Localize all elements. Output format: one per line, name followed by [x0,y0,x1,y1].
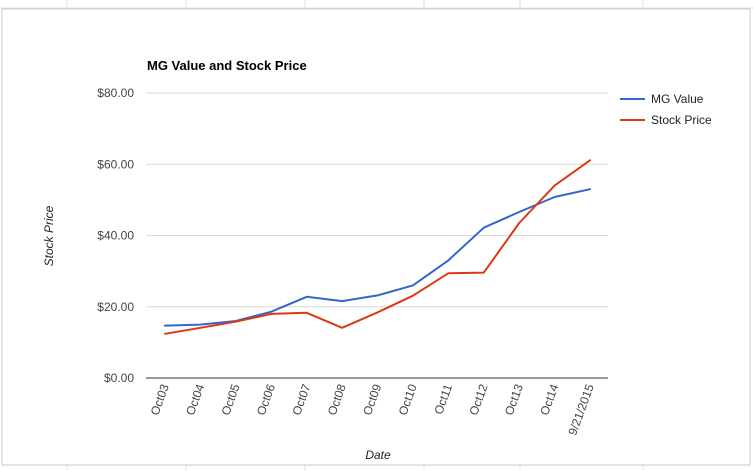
y-tick-label: $20.00 [97,300,134,314]
y-tick-label: $60.00 [97,157,134,171]
x-axis-label: Date [365,448,391,462]
y-axis-label: Stock Price [42,205,56,266]
legend-label-mg-value: MG Value [651,92,704,106]
gridlines [146,92,608,379]
y-axis-ticks: $0.00 $20.00 $40.00 $60.00 $80.00 [97,86,134,385]
chart-title: MG Value and Stock Price [147,58,307,73]
y-tick-label: $0.00 [104,371,134,385]
stock-price-line [164,159,591,335]
chart-frame [1,8,751,466]
y-tick-label: $40.00 [97,229,134,243]
y-tick-label: $80.00 [97,86,134,100]
series-lines [164,159,591,335]
legend: MG Value Stock Price [620,92,712,127]
legend-label-stock-price: Stock Price [651,113,712,127]
